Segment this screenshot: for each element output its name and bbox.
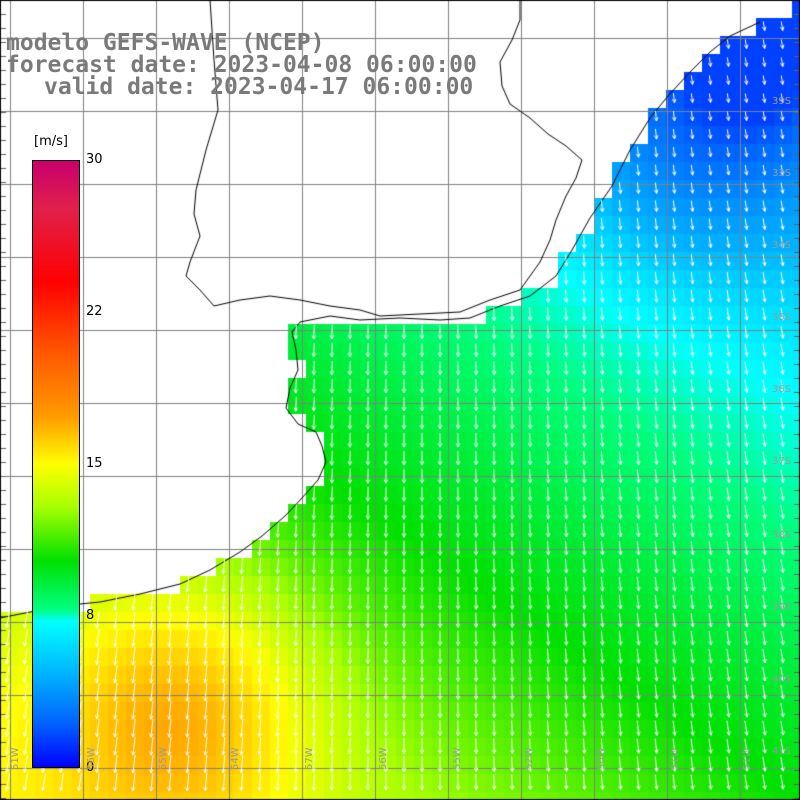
lon-label: 54W xyxy=(230,747,241,770)
lat-label: 36S xyxy=(772,384,792,395)
lat-label: 38S xyxy=(772,530,792,541)
lon-label: 55W xyxy=(158,747,169,770)
lon-label: 55W xyxy=(452,747,463,770)
lat-label: 35S xyxy=(772,312,792,323)
lon-label: 51W xyxy=(742,747,753,770)
colorbar-tick-22: 22 xyxy=(86,304,103,319)
lon-label: 56W xyxy=(86,747,97,770)
colorbar-unit: [m/s] xyxy=(34,134,68,149)
lat-label: 39S xyxy=(772,96,792,107)
model-title: modelo GEFS-WAVE (NCEP) xyxy=(6,30,325,56)
lat-label: 39S xyxy=(772,602,792,613)
lat-label: 37S xyxy=(772,456,792,467)
lat-label: 33S xyxy=(772,168,792,179)
lon-label: 52W xyxy=(524,747,535,770)
lon-label: 56W xyxy=(378,747,389,770)
colorbar-gradient xyxy=(32,160,80,768)
lat-label: 34S xyxy=(772,240,792,251)
lat-label: 40S xyxy=(772,674,792,685)
colorbar-tick-15: 15 xyxy=(86,456,103,471)
colorbar-tick-0: 0 xyxy=(86,760,95,775)
valid-date: valid date: 2023-04-17 06:00:00 xyxy=(44,74,474,100)
lon-label: 51W xyxy=(670,747,681,770)
lon-label: 57W xyxy=(304,747,315,770)
colorbar-tick-8: 8 xyxy=(86,608,95,623)
forecast-date: forecast date: 2023-04-08 06:00:00 xyxy=(6,52,477,78)
lon-label: 51W xyxy=(10,747,21,770)
lon-label: 50W xyxy=(596,747,607,770)
lat-label: 41S xyxy=(772,746,792,757)
colorbar-tick-30: 30 xyxy=(86,152,103,167)
